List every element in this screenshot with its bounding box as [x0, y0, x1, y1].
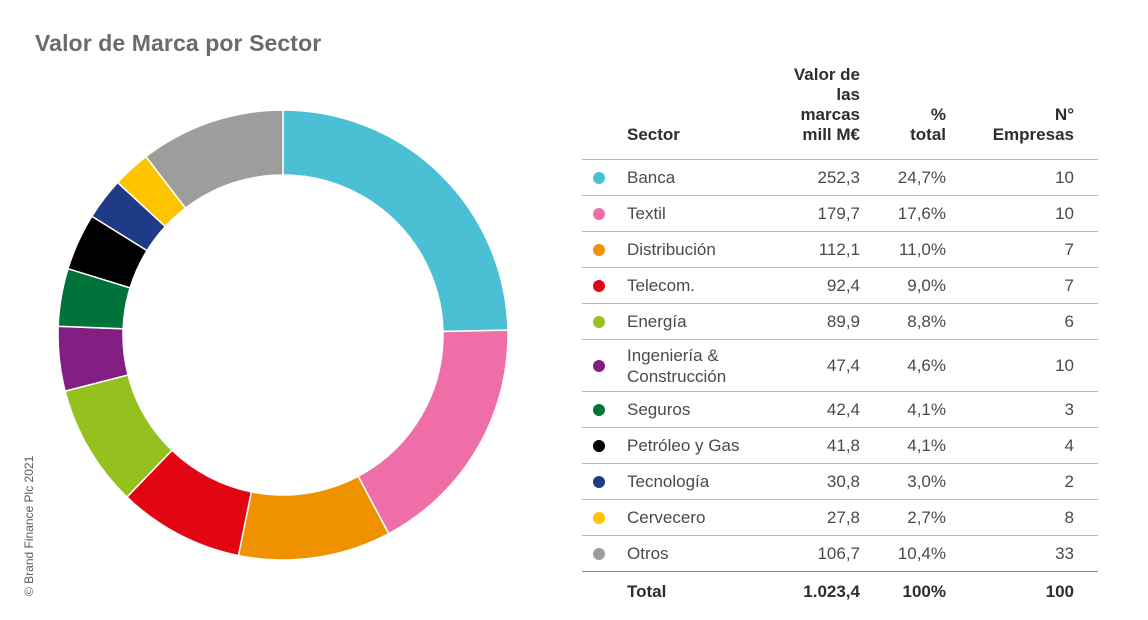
sector-name: Energía [627, 312, 687, 331]
sector-table: Sector Valor de las marcas mill M€ % tot… [582, 65, 1098, 611]
sector-pct: 4,1% [907, 399, 946, 419]
table-header: Sector Valor de las marcas mill M€ % tot… [582, 65, 1098, 159]
sector-valor: 179,7 [817, 203, 860, 223]
sector-pct: 24,7% [897, 167, 946, 187]
sector-valor: 27,8 [826, 507, 860, 527]
legend-dot-icon [593, 171, 605, 184]
sector-pct: 17,6% [897, 203, 946, 223]
table-body: Banca 252,3 24,7% 10 Textil 179,7 17,6% 10 Distr… [582, 159, 1098, 571]
header-empresas: N° Empresas [992, 105, 1074, 144]
donut-slice-0 [282, 109, 509, 333]
sector-empresas: 10 [1055, 203, 1074, 223]
legend-dot-icon [593, 243, 605, 256]
chart-title: Valor de Marca por Sector [35, 30, 322, 56]
sector-valor: 47,4 [826, 355, 860, 375]
total-empresas: 100 [1045, 581, 1074, 601]
sector-empresas: 7 [1064, 275, 1074, 295]
sector-pct: 3,0% [907, 471, 946, 491]
sector-empresas: 8 [1064, 507, 1074, 527]
donut-chart [57, 109, 509, 561]
sector-empresas: 6 [1064, 311, 1074, 331]
header-valor: Valor de las marcas mill M€ [793, 65, 860, 144]
sector-empresas: 3 [1064, 399, 1074, 419]
sector-name: Petróleo y Gas [627, 436, 740, 455]
sector-name: Textil [627, 204, 666, 223]
sector-empresas: 2 [1064, 471, 1074, 491]
donut-slice-10 [144, 109, 284, 210]
legend-dot-icon [593, 475, 605, 488]
sector-name: Banca [627, 168, 676, 187]
table-row: Tecnología 30,8 3,0% 2 [582, 463, 1098, 499]
table-row: Distribución 112,1 11,0% 7 [582, 231, 1098, 267]
sector-pct: 9,0% [907, 275, 946, 295]
sector-name: Tecnología [627, 472, 710, 491]
legend-dot-icon [593, 511, 605, 524]
table-row: Petróleo y Gas 41,8 4,1% 4 [582, 427, 1098, 463]
table-row: Energía 89,9 8,8% 6 [582, 303, 1098, 339]
table-row-total: Total 1.023,4 100% 100 [582, 571, 1098, 611]
sector-valor: 106,7 [817, 543, 860, 563]
sector-valor: 252,3 [817, 167, 860, 187]
legend-dot-icon [593, 207, 605, 220]
sector-valor: 41,8 [826, 435, 860, 455]
sector-name-line: Ingeniería & [627, 345, 719, 365]
sector-name-line: Construcción [627, 366, 727, 386]
sector-valor: 89,9 [826, 311, 860, 331]
legend-dot-icon [593, 439, 605, 452]
legend-dot-icon [593, 403, 605, 416]
legend-dot-icon [593, 359, 605, 372]
sector-empresas: 7 [1064, 239, 1074, 259]
legend-dot-icon [593, 547, 605, 560]
table-row: Banca 252,3 24,7% 10 [582, 159, 1098, 195]
sector-empresas: 4 [1064, 435, 1074, 455]
table-row: Cervecero 27,8 2,7% 8 [582, 499, 1098, 535]
header-pct: % total [910, 105, 946, 144]
sector-pct: 4,6% [907, 355, 946, 375]
table-row: Seguros 42,4 4,1% 3 [582, 391, 1098, 427]
sector-name: Distribución [627, 240, 716, 259]
table-row: Ingeniería & Construcción 47,4 4,6% 10 [582, 339, 1098, 391]
sector-name: Telecom. [627, 276, 696, 295]
sector-pct: 11,0% [899, 239, 946, 259]
sector-name: Cervecero [627, 508, 706, 527]
table-row: Telecom. 92,4 9,0% 7 [582, 267, 1098, 303]
donut-slice-1 [357, 329, 509, 535]
sector-empresas: 33 [1055, 543, 1074, 563]
sector-pct: 2,7% [907, 507, 946, 527]
table-row: Textil 179,7 17,6% 10 [582, 195, 1098, 231]
sector-valor: 30,8 [826, 471, 860, 491]
sector-valor: 42,4 [826, 399, 860, 419]
sector-name: Ingeniería & Construcción [627, 345, 726, 387]
sector-pct: 4,1% [907, 435, 946, 455]
sector-empresas: 10 [1055, 167, 1074, 187]
sector-valor: 112,1 [818, 239, 860, 259]
total-label: Total [627, 582, 667, 601]
table-row: Otros 106,7 10,4% 33 [582, 535, 1098, 571]
header-sector: Sector [627, 125, 680, 144]
sector-valor: 92,4 [826, 275, 860, 295]
sector-empresas: 10 [1055, 355, 1074, 375]
legend-dot-icon [593, 279, 605, 292]
sector-name: Otros [627, 544, 669, 563]
sector-pct: 8,8% [907, 311, 946, 331]
total-valor: 1.023,4 [803, 581, 860, 601]
legend-dot-icon [593, 315, 605, 328]
total-pct: 100% [902, 581, 946, 601]
sector-pct: 10,4% [897, 543, 946, 563]
sector-name: Seguros [627, 400, 691, 419]
